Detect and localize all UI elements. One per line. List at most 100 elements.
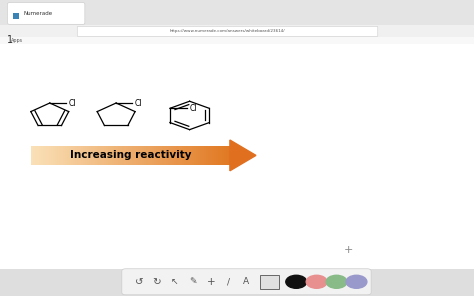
- Text: /: /: [228, 277, 230, 286]
- Text: ↖: ↖: [171, 277, 178, 286]
- Bar: [132, 146, 135, 165]
- Bar: [53, 146, 55, 165]
- Circle shape: [286, 275, 307, 288]
- Text: Numerade: Numerade: [24, 11, 53, 16]
- Bar: [154, 146, 157, 165]
- Bar: [87, 146, 89, 165]
- Bar: [200, 146, 202, 165]
- Text: Cl: Cl: [135, 99, 142, 107]
- Bar: [194, 146, 197, 165]
- Bar: [79, 146, 81, 165]
- Bar: [134, 146, 137, 165]
- Bar: [164, 146, 167, 165]
- Text: Apps: Apps: [11, 38, 24, 43]
- Text: 1: 1: [8, 35, 13, 45]
- Bar: [57, 146, 59, 165]
- Bar: [92, 146, 95, 165]
- Bar: [142, 146, 145, 165]
- Bar: [120, 146, 123, 165]
- Text: +: +: [344, 245, 353, 255]
- Bar: [71, 146, 73, 165]
- Bar: [226, 146, 228, 165]
- Text: ✎: ✎: [189, 277, 197, 286]
- Bar: [216, 146, 219, 165]
- Bar: [77, 146, 79, 165]
- Bar: [74, 146, 77, 165]
- Bar: [0, 44, 474, 269]
- Bar: [0, 37, 474, 44]
- Bar: [99, 146, 101, 165]
- Bar: [166, 146, 169, 165]
- Bar: [148, 146, 151, 165]
- Bar: [144, 146, 147, 165]
- Bar: [174, 146, 177, 165]
- Bar: [73, 146, 75, 165]
- Bar: [204, 146, 207, 165]
- Bar: [127, 146, 129, 165]
- Bar: [202, 146, 204, 165]
- Bar: [198, 146, 201, 165]
- Bar: [61, 146, 63, 165]
- Bar: [172, 146, 174, 165]
- Bar: [190, 146, 192, 165]
- Bar: [63, 146, 65, 165]
- Bar: [91, 146, 93, 165]
- Bar: [110, 146, 113, 165]
- Bar: [31, 146, 33, 165]
- Bar: [45, 146, 47, 165]
- Bar: [150, 146, 153, 165]
- Bar: [162, 146, 164, 165]
- Bar: [51, 146, 53, 165]
- Bar: [146, 146, 149, 165]
- Bar: [69, 146, 71, 165]
- Text: Increasing reactivity: Increasing reactivity: [70, 150, 191, 160]
- Text: Cl: Cl: [190, 104, 197, 113]
- Bar: [82, 146, 85, 165]
- Bar: [102, 146, 105, 165]
- Bar: [186, 146, 189, 165]
- Bar: [206, 146, 209, 165]
- Bar: [97, 146, 99, 165]
- Bar: [168, 146, 171, 165]
- FancyBboxPatch shape: [77, 26, 378, 36]
- Text: +: +: [207, 277, 215, 287]
- Bar: [192, 146, 194, 165]
- Bar: [107, 146, 109, 165]
- Bar: [124, 146, 127, 165]
- FancyBboxPatch shape: [122, 269, 371, 295]
- Bar: [140, 146, 143, 165]
- Bar: [214, 146, 217, 165]
- Bar: [196, 146, 199, 165]
- Bar: [43, 146, 45, 165]
- Bar: [100, 146, 103, 165]
- Circle shape: [346, 275, 367, 288]
- Bar: [118, 146, 121, 165]
- Bar: [81, 146, 83, 165]
- Bar: [55, 146, 57, 165]
- Bar: [33, 146, 35, 165]
- Bar: [208, 146, 210, 165]
- Text: https://www.numerade.com/answers/whiteboard/23614/: https://www.numerade.com/answers/whitebo…: [170, 29, 285, 33]
- Bar: [130, 146, 133, 165]
- Bar: [152, 146, 155, 165]
- Bar: [0, 25, 474, 37]
- Bar: [160, 146, 163, 165]
- Bar: [112, 146, 115, 165]
- Bar: [109, 146, 111, 165]
- Bar: [156, 146, 159, 165]
- Bar: [89, 146, 91, 165]
- Text: Cl: Cl: [68, 99, 76, 107]
- Bar: [184, 146, 187, 165]
- Bar: [158, 146, 161, 165]
- Bar: [180, 146, 182, 165]
- Bar: [218, 146, 220, 165]
- FancyBboxPatch shape: [8, 3, 85, 24]
- Text: ↻: ↻: [152, 277, 161, 287]
- Circle shape: [326, 275, 347, 288]
- Text: A: A: [244, 277, 249, 286]
- Bar: [94, 146, 97, 165]
- Bar: [104, 146, 107, 165]
- Circle shape: [306, 275, 327, 288]
- Bar: [13, 13, 19, 19]
- Bar: [41, 146, 43, 165]
